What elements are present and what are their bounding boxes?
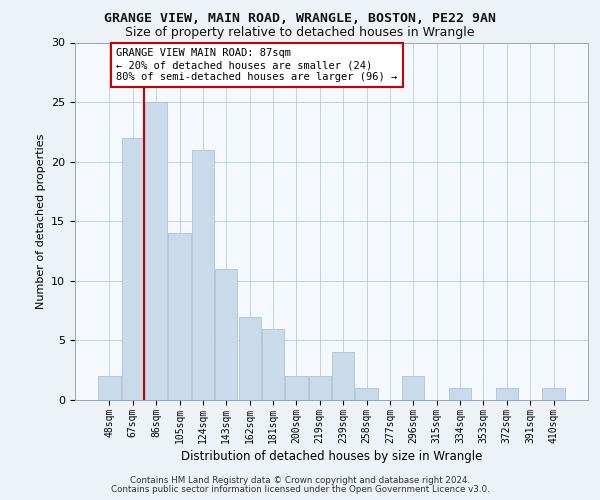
Bar xyxy=(542,388,565,400)
Bar xyxy=(262,328,284,400)
Text: Size of property relative to detached houses in Wrangle: Size of property relative to detached ho… xyxy=(125,26,475,39)
Text: Contains public sector information licensed under the Open Government Licence v3: Contains public sector information licen… xyxy=(110,485,490,494)
X-axis label: Distribution of detached houses by size in Wrangle: Distribution of detached houses by size … xyxy=(181,450,482,463)
Bar xyxy=(332,352,354,400)
Bar xyxy=(169,233,191,400)
Bar xyxy=(145,102,167,400)
Bar xyxy=(496,388,518,400)
Bar xyxy=(309,376,331,400)
Bar xyxy=(286,376,308,400)
Bar xyxy=(215,269,238,400)
Text: GRANGE VIEW MAIN ROAD: 87sqm
← 20% of detached houses are smaller (24)
80% of se: GRANGE VIEW MAIN ROAD: 87sqm ← 20% of de… xyxy=(116,48,398,82)
Bar xyxy=(402,376,424,400)
Y-axis label: Number of detached properties: Number of detached properties xyxy=(35,134,46,309)
Text: Contains HM Land Registry data © Crown copyright and database right 2024.: Contains HM Land Registry data © Crown c… xyxy=(130,476,470,485)
Bar xyxy=(192,150,214,400)
Bar xyxy=(239,316,261,400)
Bar xyxy=(449,388,471,400)
Bar xyxy=(122,138,144,400)
Bar xyxy=(355,388,377,400)
Text: GRANGE VIEW, MAIN ROAD, WRANGLE, BOSTON, PE22 9AN: GRANGE VIEW, MAIN ROAD, WRANGLE, BOSTON,… xyxy=(104,12,496,26)
Bar xyxy=(98,376,121,400)
